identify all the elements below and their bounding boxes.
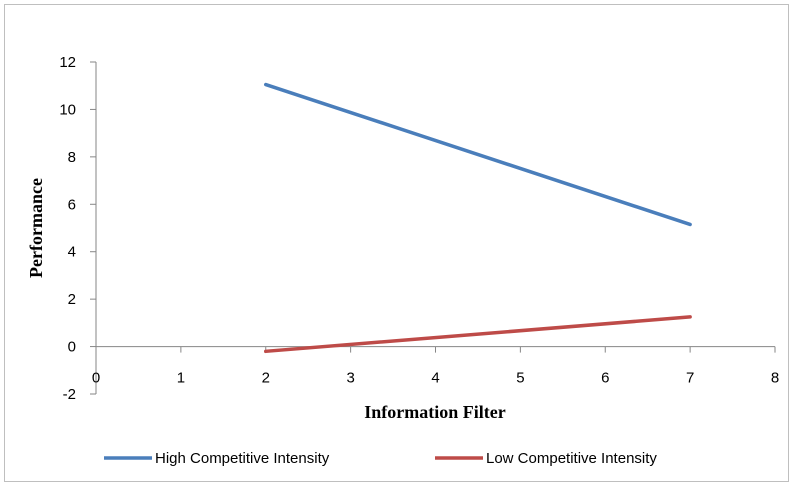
x-tick-label: 0 [92,370,100,387]
y-tick-label: 10 [59,101,76,118]
series-lines [264,82,692,354]
legend: High Competitive Intensity Low Competitiv… [104,450,657,467]
x-tick-label: 7 [686,370,694,387]
x-tick-label: 6 [601,370,609,387]
x-tick-label: 3 [346,370,354,387]
x-tick-label: 1 [177,370,185,387]
y-tick-label: 8 [68,149,76,166]
x-tick-label: 4 [431,370,439,387]
y-tick-label: 4 [68,244,76,261]
y-tick-label: 6 [68,196,76,213]
legend-label-1: High Competitive Intensity [155,450,330,467]
chart-frame [4,4,789,482]
x-tick-label: 5 [516,370,524,387]
y-tick-label: 12 [59,54,76,71]
x-tick-label: 8 [771,370,779,387]
axes [90,61,776,395]
legend-label-2: Low Competitive Intensity [486,450,657,467]
y-tick-label: -2 [63,386,76,403]
x-tick-label: 2 [262,370,270,387]
y-tick-label: 2 [68,291,76,308]
series-line-2 [264,315,692,354]
series-line-1 [264,82,692,227]
x-axis-title: Information Filter [364,402,505,422]
y-tick-label: 0 [68,339,76,356]
y-axis-title: Performance [26,178,46,278]
